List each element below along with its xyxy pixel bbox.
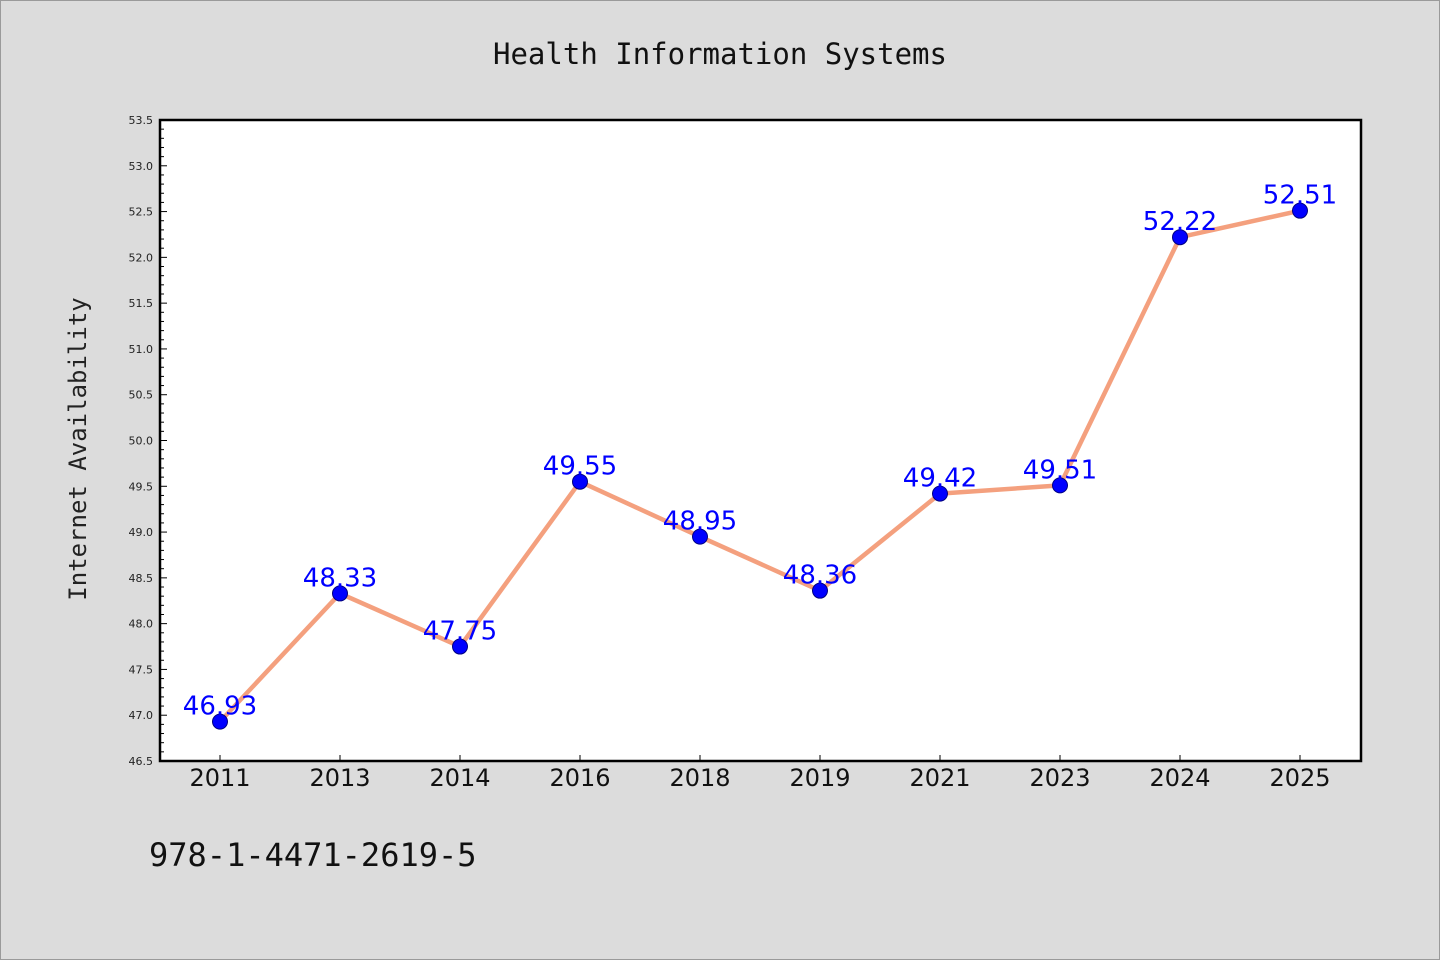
data-label: 49.51 bbox=[1023, 455, 1097, 485]
chart-title: Health Information Systems bbox=[493, 37, 947, 71]
y-tick-label: 51.0 bbox=[129, 343, 154, 356]
x-tick-label: 2013 bbox=[309, 764, 370, 792]
data-point-marker bbox=[572, 473, 588, 490]
data-label: 52.22 bbox=[1143, 207, 1217, 237]
y-tick-label: 50.5 bbox=[129, 389, 154, 402]
plot-area bbox=[158, 118, 1363, 763]
data-point-marker bbox=[1052, 477, 1068, 494]
y-tick-label: 49.0 bbox=[129, 526, 154, 539]
data-label: 49.42 bbox=[903, 464, 977, 494]
y-tick-label: 48.5 bbox=[129, 572, 154, 585]
data-point-marker bbox=[692, 528, 708, 545]
y-tick-label: 46.5 bbox=[129, 755, 154, 768]
data-label: 52.51 bbox=[1263, 181, 1337, 211]
data-label: 46.93 bbox=[183, 692, 257, 722]
y-tick-label: 53.0 bbox=[129, 160, 154, 173]
y-tick-label: 52.5 bbox=[129, 206, 154, 219]
x-tick-label: 2025 bbox=[1269, 764, 1330, 792]
x-tick-label: 2021 bbox=[909, 764, 970, 792]
y-tick-label: 51.5 bbox=[129, 297, 154, 310]
data-label: 48.36 bbox=[783, 561, 857, 591]
data-point-marker bbox=[332, 585, 348, 602]
x-tick-label: 2024 bbox=[1149, 764, 1210, 792]
y-axis-label: Internet Availability bbox=[64, 297, 92, 600]
markers-group bbox=[212, 202, 1308, 730]
data-label: 48.33 bbox=[303, 563, 377, 593]
data-labels-group: 46.93 48.33 47.75 49.55 48.95 48.36 49.42 49.51… bbox=[183, 181, 1337, 722]
y-tick-label: 47.0 bbox=[129, 709, 154, 722]
x-tick-label: 2016 bbox=[549, 764, 610, 792]
series-line bbox=[217, 208, 1303, 724]
x-tick-label: 2023 bbox=[1029, 764, 1090, 792]
x-tick-label: 2019 bbox=[789, 764, 850, 792]
data-label: 48.95 bbox=[663, 507, 737, 537]
y-tick-label: 52.0 bbox=[129, 251, 154, 264]
series-line-group bbox=[217, 208, 1303, 724]
data-point-marker bbox=[812, 582, 828, 599]
x-tick-label: 2011 bbox=[189, 764, 250, 792]
y-tick-label: 47.5 bbox=[129, 663, 154, 676]
data-label: 49.55 bbox=[543, 452, 617, 482]
data-point-marker bbox=[452, 638, 468, 655]
y-tick-label: 48.0 bbox=[129, 618, 154, 631]
x-tick-label: 2014 bbox=[429, 764, 490, 792]
data-point-marker bbox=[932, 485, 948, 502]
y-axis: 46.5 47.0 47.5 48.0 48.5 49.0 49.5 50.0 50.5 51.0… bbox=[129, 114, 167, 768]
x-tick-label: 2018 bbox=[669, 764, 730, 792]
data-point-marker bbox=[212, 713, 228, 730]
footnote-text: 978-1-4471-2619-5 bbox=[149, 836, 477, 874]
data-point-marker bbox=[1292, 202, 1308, 219]
y-tick-label: 49.5 bbox=[129, 480, 154, 493]
y-tick-label: 50.0 bbox=[129, 435, 154, 448]
y-tick-label: 53.5 bbox=[129, 114, 154, 127]
x-axis: 2011 2013 2014 2016 2018 2019 2021 2023 2024 2025 bbox=[189, 755, 1331, 792]
data-point-marker bbox=[1172, 229, 1188, 246]
data-label: 47.75 bbox=[423, 617, 497, 647]
